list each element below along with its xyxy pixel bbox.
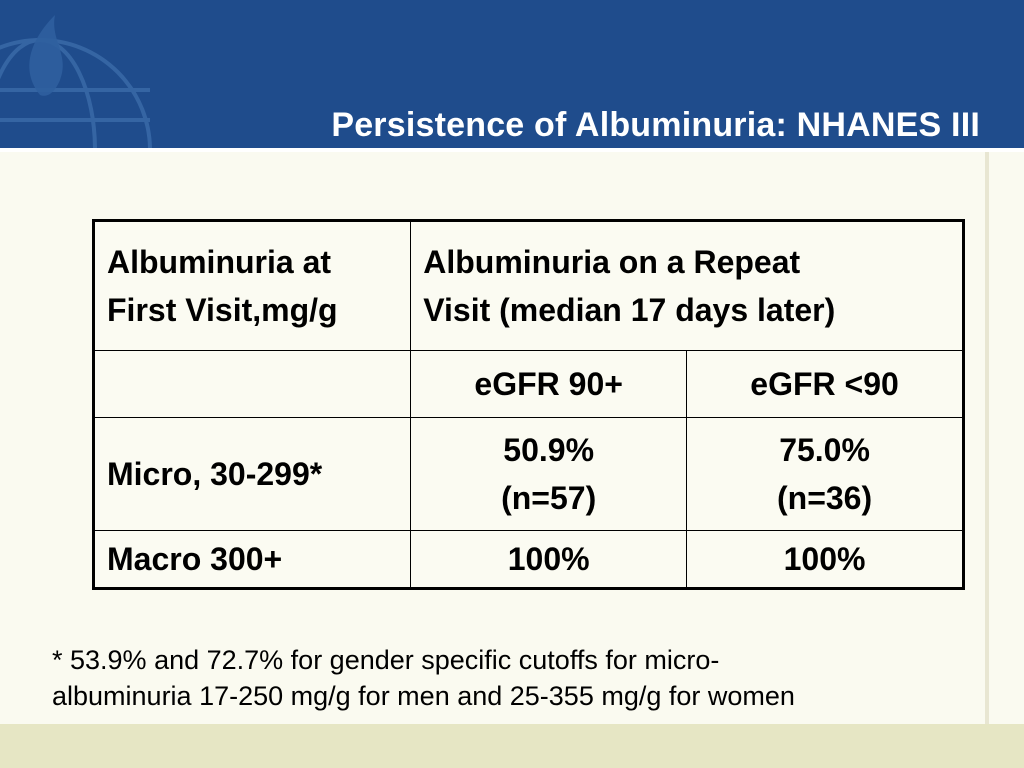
row-label-macro: Macro 300+: [92, 530, 412, 589]
subheader-egfr-low: eGFR <90: [686, 350, 964, 418]
albuminuria-table: Albuminuria at First Visit,mg/g Albuminu…: [92, 219, 965, 590]
slide-header: Persistence of Albuminuria: NHANES III: [0, 0, 1024, 148]
micro-egfr-low-cell: 75.0% (n=36): [686, 417, 964, 531]
footnote: * 53.9% and 72.7% for gender specific cu…: [52, 642, 1002, 714]
table-row: Micro, 30-299* 50.9% (n=57) 75.0% (n=36): [92, 417, 964, 531]
table-subheader-row: eGFR 90+ eGFR <90: [92, 350, 964, 418]
slide-title: Persistence of Albuminuria: NHANES III: [331, 106, 980, 144]
row-label-micro: Micro, 30-299*: [92, 417, 412, 531]
macro-egfr-high-value: 100%: [410, 530, 688, 589]
right-accent-band: [985, 152, 989, 724]
footnote-line2: albuminuria 17-250 mg/g for men and 25-3…: [52, 681, 795, 711]
header-divider: [0, 148, 1024, 152]
globe-flame-logo-icon: [0, 15, 152, 148]
header-first-visit-line1: Albuminuria at: [107, 244, 332, 280]
subheader-egfr-high: eGFR 90+: [410, 350, 688, 418]
header-first-visit: Albuminuria at First Visit,mg/g: [92, 220, 412, 351]
subheader-empty-cell: [92, 350, 412, 418]
header-first-visit-line2: First Visit,mg/g: [107, 292, 338, 328]
micro-egfr-high-cell: 50.9% (n=57): [410, 417, 688, 531]
micro-egfr-low-n: (n=36): [776, 480, 873, 516]
macro-egfr-low-value: 100%: [686, 530, 964, 589]
footer-band: [0, 724, 1024, 768]
table-row: Macro 300+ 100% 100%: [92, 530, 964, 589]
header-repeat-line1: Albuminuria on a Repeat: [423, 244, 801, 280]
micro-egfr-high-value: 50.9%: [503, 432, 595, 468]
micro-egfr-low-value: 75.0%: [779, 432, 870, 468]
header-repeat-visit: Albuminuria on a Repeat Visit (median 17…: [410, 220, 964, 351]
header-repeat-line2: Visit (median 17 days later): [423, 292, 836, 328]
micro-egfr-high-n: (n=57): [501, 480, 597, 516]
footnote-line1: * 53.9% and 72.7% for gender specific cu…: [52, 645, 720, 675]
table-header-row: Albuminuria at First Visit,mg/g Albuminu…: [92, 220, 964, 351]
